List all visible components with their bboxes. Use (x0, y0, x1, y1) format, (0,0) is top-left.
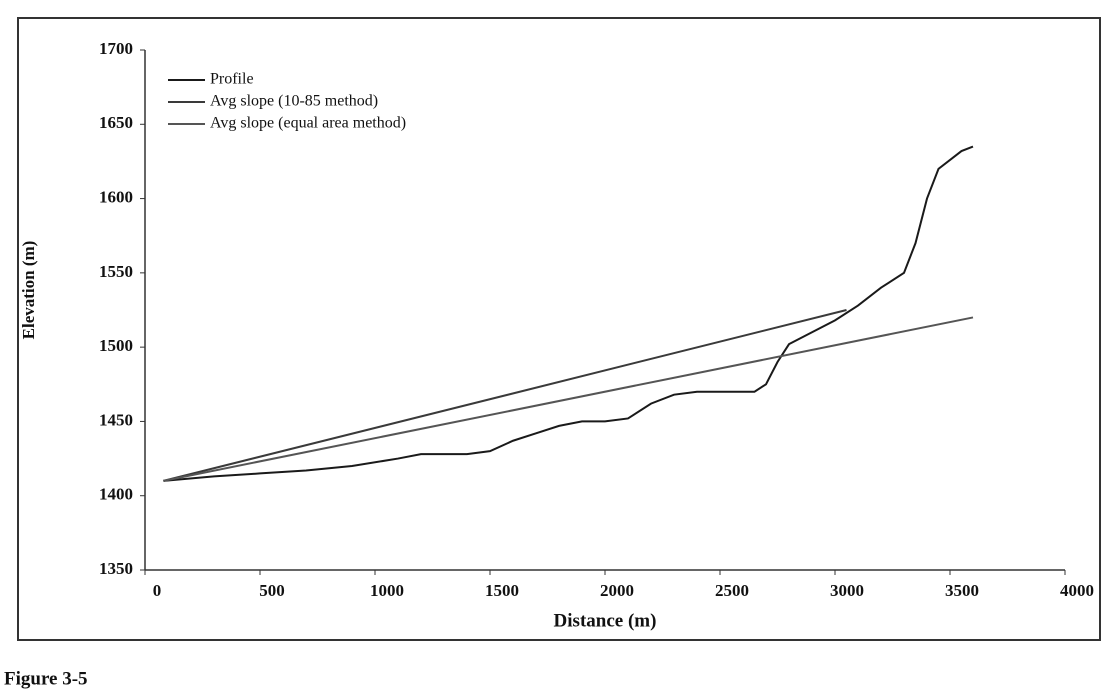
y-tick-label: 1650 (99, 113, 133, 132)
caption: Figure 3-5 (4, 668, 88, 689)
y-tick-label: 1400 (99, 485, 133, 504)
x-tick-label: 1500 (485, 581, 519, 600)
y-tick-label: 1550 (99, 262, 133, 281)
y-tick-label: 1350 (99, 559, 133, 578)
chart-frame (17, 17, 1101, 641)
x-tick-label: 2000 (600, 581, 634, 600)
series-line (163, 145, 974, 482)
legend-label: Avg slope (10-85 method) (210, 93, 378, 110)
y-tick-label: 1450 (99, 410, 133, 429)
x-tick-label: 1000 (370, 581, 404, 600)
x-tick-label: 4000 (1060, 581, 1094, 600)
x-tick-label: 0 (153, 581, 162, 600)
x-tick-label: 500 (259, 581, 285, 600)
x-tick-label: 3000 (830, 581, 864, 600)
legend-label: Avg slope (equal area method) (210, 115, 406, 132)
series-line (163, 309, 847, 482)
x-tick-label: 3500 (945, 581, 979, 600)
legend-label: Profile (210, 71, 254, 88)
y-tick-label: 1500 (99, 336, 133, 355)
series-line (163, 316, 974, 482)
x-tick-label: 2500 (715, 581, 749, 600)
x-axis-label: Distance (m) (554, 610, 657, 631)
y-tick-label: 1600 (99, 187, 133, 206)
y-tick-label: 1700 (99, 39, 133, 58)
y-axis-label: Elevation (m) (19, 241, 38, 340)
